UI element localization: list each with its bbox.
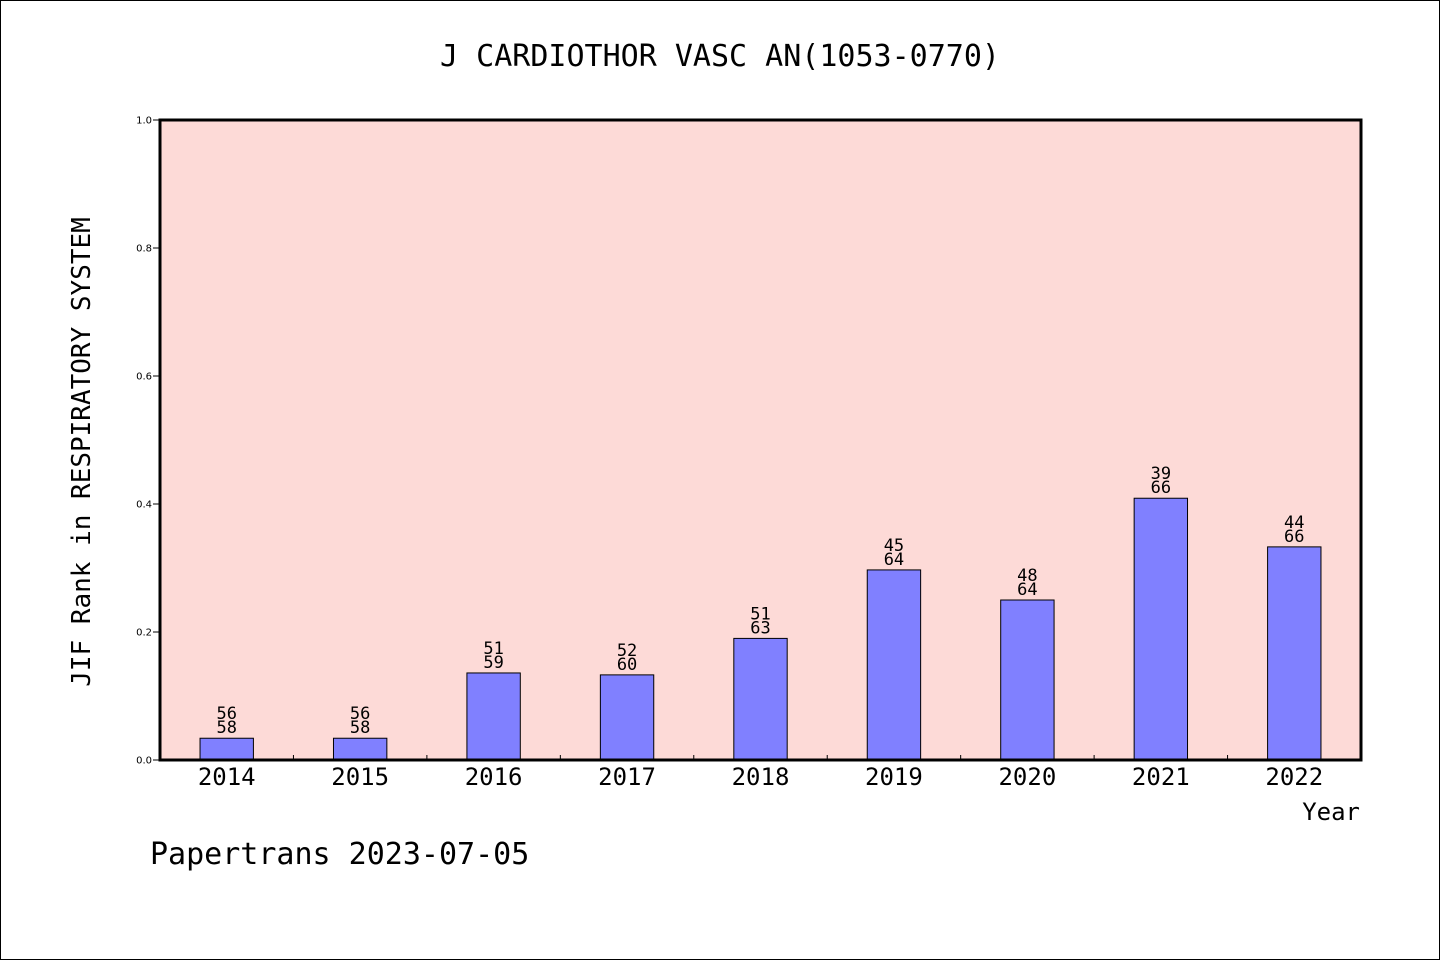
plot-border	[158, 118, 1363, 762]
bar-rank-label-2014: 56	[216, 704, 236, 724]
y-tick-label: 0.0	[136, 756, 152, 767]
bar-rank-label-2019: 45	[884, 536, 904, 556]
x-tick-label-2018: 2018	[732, 763, 790, 791]
y-tick-label: 0.6	[136, 372, 152, 383]
x-axis-ticks: 2014 2015 2016 2017 2018 2019 2020 2021 2022	[198, 755, 1323, 791]
bar-2020	[1000, 599, 1055, 761]
bar-2017	[599, 674, 655, 761]
x-axis-label: Year	[1302, 798, 1360, 826]
x-tick-label-2021: 2021	[1132, 763, 1190, 791]
bar-2018	[733, 637, 788, 761]
bar-2019	[866, 569, 922, 761]
y-tick-label: 0.8	[136, 244, 152, 255]
x-tick-label-2016: 2016	[465, 763, 523, 791]
x-tick-label-2015: 2015	[331, 763, 389, 791]
bar-2022	[1267, 546, 1322, 761]
y-axis-ticks: 0.0 0.2 0.4 0.6 0.8 1.0	[136, 116, 160, 767]
bar-total-label-2021: 66	[1151, 478, 1171, 498]
bar-rank-label-2020: 48	[1017, 566, 1037, 586]
y-axis-label: JIF Rank in RESPIRATORY SYSTEM	[67, 217, 97, 687]
bar-2015	[332, 737, 388, 761]
bar-total-label-2020: 64	[1017, 580, 1037, 600]
bar-rank-label-2018: 51	[750, 604, 770, 624]
bar-rank-label-2016: 51	[483, 639, 503, 659]
bar-rank-label-2021: 39	[1151, 464, 1171, 484]
footer-credit: Papertrans 2023-07-05	[150, 837, 529, 872]
x-tick-label-2019: 2019	[865, 763, 923, 791]
x-tick-label-2022: 2022	[1265, 763, 1323, 791]
bar-2014	[199, 737, 254, 761]
bar-total-label-2015: 58	[350, 718, 370, 738]
bar-rank-label-2022: 44	[1284, 513, 1304, 533]
bar-total-label-2018: 63	[750, 618, 770, 638]
bar-total-label-2017: 60	[617, 655, 637, 675]
y-tick-label: 0.2	[136, 628, 152, 639]
bars-layer	[199, 497, 1322, 761]
bar-2016	[466, 672, 521, 761]
y-tick-label: 0.4	[136, 500, 152, 511]
bar-total-label-2022: 66	[1284, 527, 1304, 547]
y-tick-label: 1.0	[136, 116, 152, 127]
x-tick-label-2014: 2014	[198, 763, 256, 791]
bar-rank-label-2017: 52	[617, 641, 637, 661]
bar-total-label-2014: 58	[216, 718, 236, 738]
x-tick-label-2020: 2020	[998, 763, 1056, 791]
bar-2021	[1133, 497, 1189, 761]
x-tick-label-2017: 2017	[598, 763, 656, 791]
bar-total-label-2019: 64	[884, 550, 904, 570]
bar-total-label-2016: 59	[483, 653, 503, 673]
bar-rank-label-2015: 56	[350, 704, 370, 724]
chart-title: J CARDIOTHOR VASC AN(1053-0770)	[440, 39, 1000, 74]
